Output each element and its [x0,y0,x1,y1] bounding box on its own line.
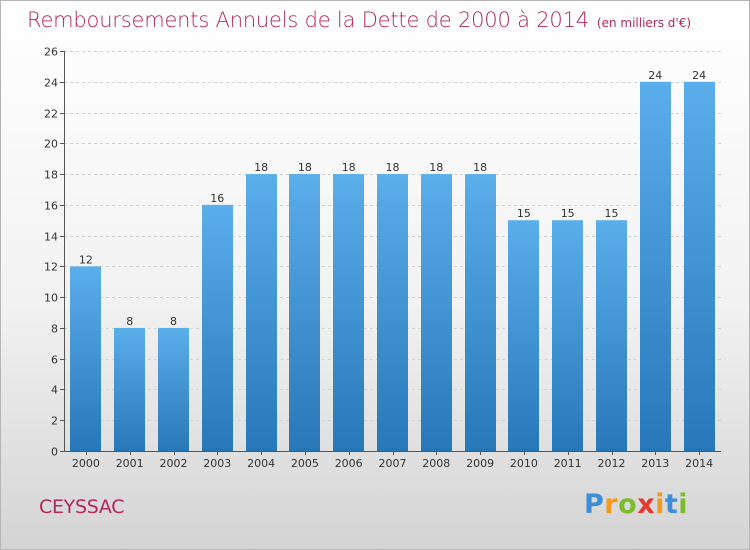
data-label: 18 [429,161,443,174]
y-tick-label: 4 [51,384,58,397]
data-label: 16 [210,192,224,205]
data-label: 18 [254,161,268,174]
bar-2008 [421,174,452,452]
data-label: 18 [386,161,400,174]
data-label: 8 [126,315,133,328]
data-label: 24 [648,69,662,82]
bar-2002 [158,327,189,451]
bar-2014 [684,81,715,452]
data-label: 15 [517,207,531,220]
chart-title: Remboursements Annuels de la Dette de 20… [27,8,691,32]
data-labels: 12 8 8 16 18 18 18 18 18 18 15 15 15 24 24 [79,69,706,328]
chart-title-text: Remboursements Annuels de la Dette de 20… [27,8,589,32]
y-tick-label: 10 [44,292,58,305]
y-tick-label: 6 [51,354,58,367]
bar-2006 [333,174,364,452]
logo-letter: o [618,489,638,520]
logo-letter: i [678,489,689,520]
y-tick-label: 22 [44,108,58,121]
bar-2011 [552,220,583,451]
x-tick-label: 2001 [116,457,144,470]
data-label: 18 [298,161,312,174]
bar-2007 [377,174,408,452]
chart-unit: (en milliers d'€) [596,16,692,30]
y-tick-label: 12 [44,261,58,274]
data-label: 12 [79,253,93,266]
axes [60,51,721,455]
x-tick-label: 2012 [598,457,626,470]
x-tick-label: 2011 [554,457,582,470]
y-tick-label: 20 [44,138,58,151]
logo-letter: i [655,489,665,520]
x-tick-label: 2004 [247,457,275,470]
bar-2010 [508,220,539,451]
logo-letter: r [604,489,619,520]
x-tick-label: 2003 [203,457,231,470]
bar-2013 [640,81,671,452]
data-label: 15 [561,207,575,220]
y-tick-label: 2 [51,415,58,428]
y-tick-label: 8 [51,323,58,336]
data-label: 18 [473,161,487,174]
x-tick-label: 2006 [335,457,363,470]
bar-2001 [114,327,145,451]
y-tick-label: 24 [44,77,58,90]
x-tick-label: 2010 [510,457,538,470]
x-tick-label: 2000 [72,457,100,470]
logo-letter: P [584,489,605,520]
x-tick-labels: 2000 2001 2002 2003 2004 2005 2006 2007 2008 2009… [72,457,713,470]
logo-letter: x [637,489,656,520]
x-tick-label: 2013 [641,457,669,470]
x-tick-label: 2005 [291,457,319,470]
bars [70,81,715,452]
data-label: 15 [605,207,619,220]
proxiti-logo: Proxiti [584,489,688,520]
bar-2009 [465,174,496,452]
y-tick-label: 16 [44,200,58,213]
logo-letter: t [664,489,679,520]
y-tick-label: 14 [44,231,58,244]
town-name: CEYSSAC [39,496,125,518]
x-tick-label: 2002 [160,457,188,470]
bar-2003 [202,204,233,451]
bar-2000 [70,266,101,451]
bar-2012 [596,220,627,451]
x-tick-label: 2007 [379,457,407,470]
x-tick-label: 2009 [466,457,494,470]
data-label: 8 [170,315,177,328]
x-tick-label: 2008 [422,457,450,470]
y-tick-label: 26 [44,46,58,59]
y-tick-label: 18 [44,169,58,182]
data-label: 18 [342,161,356,174]
y-tick-label: 0 [51,446,58,459]
bar-2004 [246,174,277,452]
bar-2005 [289,174,320,452]
x-tick-label: 2014 [685,457,713,470]
data-label: 24 [692,69,706,82]
